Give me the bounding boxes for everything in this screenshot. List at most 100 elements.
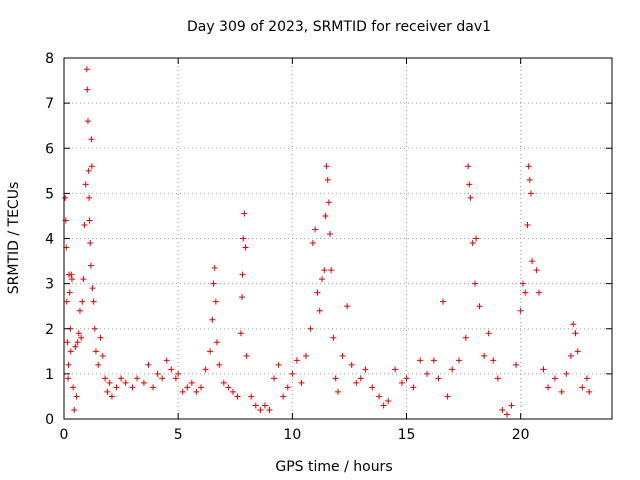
data-point [280,393,287,400]
x-tick-label: 20 [512,427,530,443]
data-point [83,66,90,73]
data-point [473,235,480,242]
data-point [193,388,200,395]
data-points [62,66,593,418]
data-point [241,210,248,217]
data-point [240,235,247,242]
data-point [533,267,540,274]
data-point [216,361,223,368]
data-point [517,307,524,314]
data-point [508,402,515,409]
data-point [314,289,321,296]
data-point [472,280,478,287]
data-point [172,375,179,382]
x-tick-label: 15 [398,427,416,443]
data-point [168,366,175,373]
data-point [134,375,141,382]
data-point [462,334,469,341]
data-point [435,375,442,382]
data-point [243,352,250,359]
data-point [348,361,355,368]
data-point [327,230,334,237]
y-tick-label: 0 [45,412,54,428]
data-point [239,271,246,278]
data-point [211,264,218,271]
data-point [403,375,410,382]
data-point [444,393,451,400]
y-tick-label: 5 [45,186,54,202]
data-point [85,167,92,174]
data-point [380,402,387,409]
data-point [188,379,195,386]
data-point [328,267,335,274]
data-point [572,330,579,337]
data-point [225,384,232,391]
data-point [335,388,341,395]
data-point [89,285,96,292]
data-point [357,375,364,382]
data-point [88,136,95,143]
data-point [65,361,72,368]
data-point [63,298,70,305]
data-point [71,406,78,413]
data-point [535,289,542,296]
x-tick-label: 0 [60,427,69,443]
data-point [88,163,95,170]
data-point [494,375,501,382]
data-point [275,361,282,368]
data-point [369,384,376,391]
data-point [104,388,111,395]
data-point [574,348,581,355]
data-point [499,406,506,413]
data-point [513,361,520,368]
data-point [325,199,332,206]
data-point [82,181,89,188]
data-point [108,393,115,400]
data-point [80,276,87,283]
data-point [524,221,531,228]
data-point [102,375,109,382]
data-point [332,375,339,382]
data-point [145,361,152,368]
data-point [179,388,186,395]
y-tick-label: 3 [45,277,54,293]
data-point [81,221,88,228]
data-point [519,280,526,287]
data-point [466,181,473,188]
data-point [106,379,113,386]
data-point [84,86,91,93]
data-point [239,294,246,301]
data-point [70,384,77,391]
data-point [481,352,488,359]
data-point [344,303,351,310]
data-point [65,375,72,382]
y-tick-label: 6 [45,141,54,157]
y-tick-label: 1 [45,367,54,383]
data-point [540,366,547,373]
data-point [91,325,98,332]
data-point [525,163,532,170]
data-point [485,330,492,337]
data-point [242,244,249,251]
data-point [207,348,214,355]
data-point [212,298,219,305]
data-point [122,379,129,386]
data-point [257,406,264,413]
data-point [583,375,590,382]
data-point [316,307,323,314]
data-point [68,276,75,283]
data-point [385,397,392,404]
data-point [75,330,82,337]
data-point [449,366,456,373]
data-point [503,411,510,418]
data-point [271,375,278,382]
data-point [90,298,97,305]
data-point [522,289,529,296]
data-point [150,384,157,391]
data-point [261,402,268,409]
data-point [362,366,369,373]
data-point [284,384,291,391]
data-point [113,384,120,391]
data-point [324,176,331,183]
data-point [234,393,241,400]
